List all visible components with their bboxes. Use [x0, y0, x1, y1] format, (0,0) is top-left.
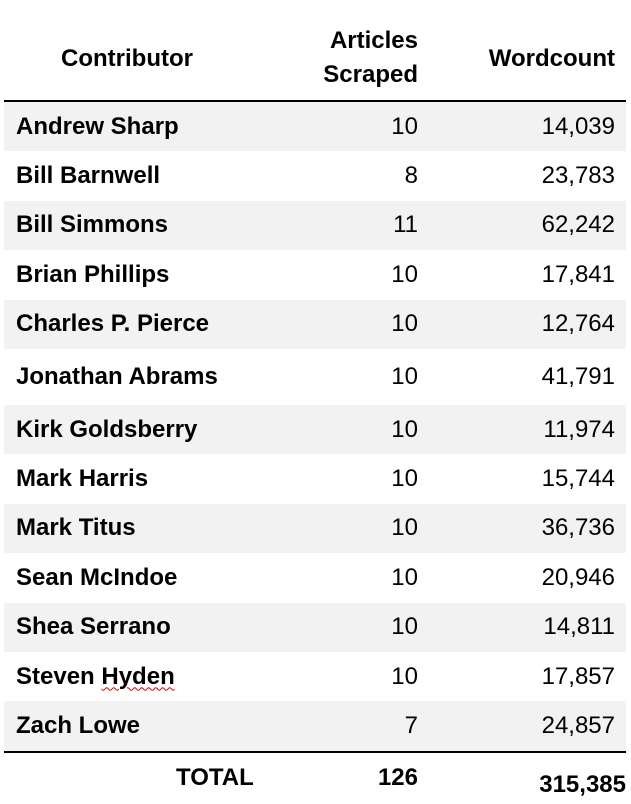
wordcount-value: 12,764: [541, 310, 615, 338]
articles-scraped-value: 10: [391, 465, 418, 493]
articles-scraped-value: 8: [404, 162, 418, 190]
articles-scraped-value: 10: [391, 415, 418, 443]
articles-scraped-value: 10: [391, 310, 418, 338]
wordcount-value: 24,857: [541, 711, 615, 739]
wordcount-value: 62,242: [541, 211, 615, 239]
wordcount-value: 14,811: [543, 613, 615, 641]
column-header-articles-line1: Articles: [329, 27, 418, 54]
contributor-name: Kirk Goldsberry: [16, 415, 198, 443]
table-row: Zach Lowe 7 24,857: [4, 701, 626, 751]
wordcount-value: 15,744: [541, 465, 615, 493]
wordcount-value: 17,857: [541, 662, 615, 690]
table-row: Mark Harris 10 15,744: [4, 454, 626, 503]
contributor-name: Bill Barnwell: [16, 162, 161, 190]
contributor-name: Zach Lowe: [16, 711, 141, 739]
total-row: TOTAL 126 315,385: [4, 750, 626, 803]
contributor-name: Mark Titus: [16, 514, 136, 542]
articles-scraped-value: 10: [391, 362, 418, 390]
table-row: Bill Barnwell 8 23,783: [4, 151, 626, 200]
contributor-name: Steven Hyden: [16, 662, 175, 692]
articles-scraped-value: 10: [391, 613, 418, 641]
wordcount-value: 23,783: [541, 162, 615, 190]
table-row: Bill Simmons 11 62,242: [4, 200, 626, 251]
column-header-articles-line2: Scraped: [323, 61, 418, 88]
contributor-name: Charles P. Pierce: [16, 310, 210, 338]
table-header: Contributor Articles Scraped Wordcount: [4, 0, 626, 102]
total-label: TOTAL: [176, 763, 254, 791]
wordcount-value: 17,841: [541, 260, 615, 288]
total-wordcount-value: 315,385: [539, 770, 626, 798]
column-header-wordcount: Wordcount: [488, 45, 615, 72]
articles-scraped-value: 7: [404, 711, 418, 739]
contributor-name: Shea Serrano: [16, 613, 171, 641]
wordcount-value: 20,946: [541, 563, 615, 591]
articles-scraped-value: 10: [391, 260, 418, 288]
contributor-first-name: Steven: [16, 662, 95, 690]
contributor-name: Bill Simmons: [16, 211, 169, 239]
wordcount-value: 36,736: [541, 514, 615, 542]
column-header-contributor: Contributor: [61, 45, 193, 72]
contributor-name: Mark Harris: [16, 465, 149, 493]
wordcount-value: 11,974: [543, 415, 615, 443]
articles-scraped-value: 10: [391, 514, 418, 542]
column-header-articles-scraped: Articles Scraped: [323, 24, 418, 92]
table-row: Steven Hyden 10 17,857: [4, 652, 626, 701]
table-row: Andrew Sharp 10 14,039: [4, 102, 626, 152]
table-row: Kirk Goldsberry 10 11,974: [4, 404, 626, 455]
table-row: Sean McIndoe 10 20,946: [4, 553, 626, 602]
articles-scraped-value: 10: [391, 563, 418, 591]
contributor-table: Contributor Articles Scraped Wordcount A…: [4, 0, 626, 803]
table-row: Brian Phillips 10 17,841: [4, 250, 626, 299]
table-row: Jonathan Abrams 10 41,791: [4, 349, 626, 405]
contributor-name: Sean McIndoe: [16, 563, 178, 591]
table-row: Mark Titus 10 36,736: [4, 503, 626, 554]
spellcheck-flagged-word[interactable]: Hyden: [101, 662, 175, 690]
table-row: Charles P. Pierce 10 12,764: [4, 299, 626, 349]
articles-scraped-value: 11: [393, 211, 418, 239]
contributor-name: Andrew Sharp: [16, 112, 179, 140]
wordcount-value: 14,039: [541, 112, 615, 140]
contributor-name: Jonathan Abrams: [16, 362, 218, 390]
table-row: Shea Serrano 10 14,811: [4, 602, 626, 652]
total-articles-value: 126: [377, 763, 418, 791]
contributor-name: Brian Phillips: [16, 260, 170, 288]
wordcount-value: 41,791: [541, 362, 615, 390]
articles-scraped-value: 10: [391, 662, 418, 690]
articles-scraped-value: 10: [391, 112, 418, 140]
